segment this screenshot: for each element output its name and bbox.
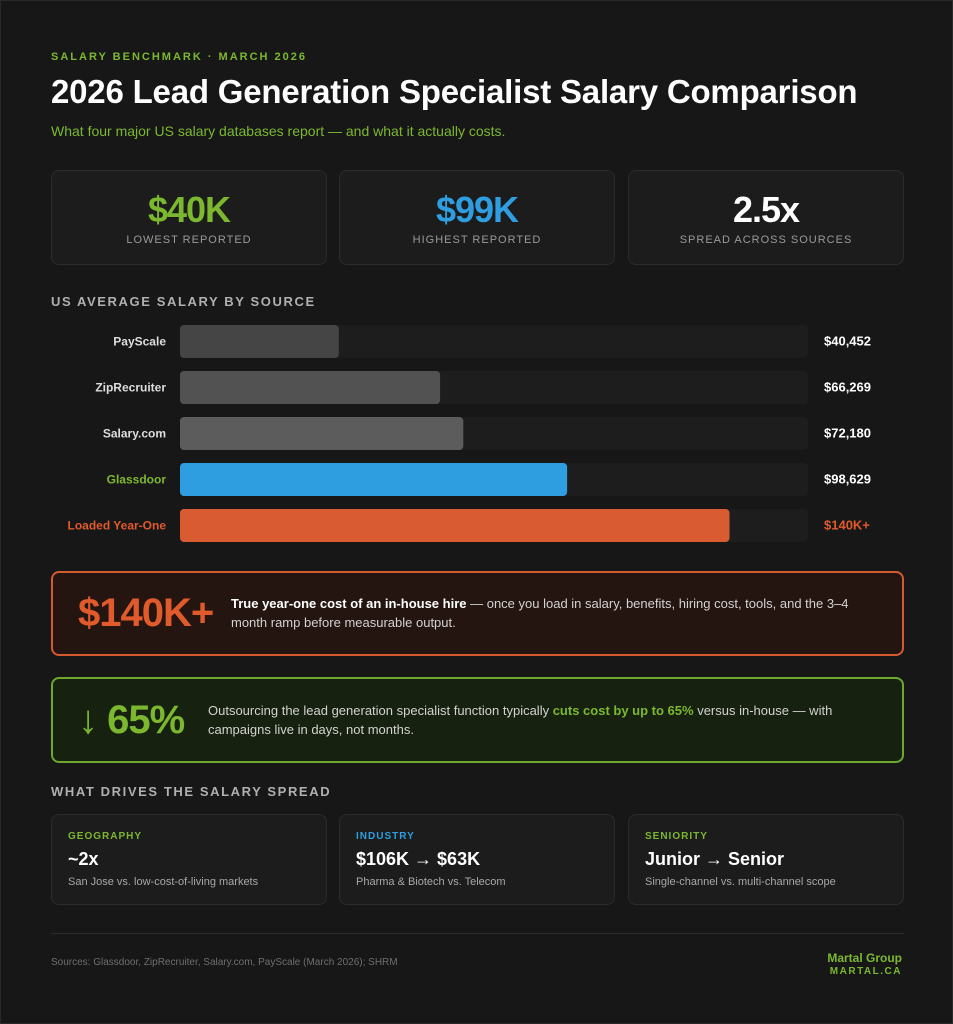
- drivers-section-title: WHAT DRIVES THE SALARY SPREAD: [51, 784, 332, 799]
- driver-description: Single-channel vs. multi-channel scope: [645, 876, 836, 888]
- stat-label: SPREAD ACROSS SOURCES: [679, 234, 853, 246]
- value-label: $66,269: [824, 380, 871, 395]
- stat-value: 2.5x: [732, 189, 800, 230]
- driver-description: San Jose vs. low-cost-of-living markets: [68, 876, 259, 888]
- bar-loaded-year-one: [180, 509, 730, 542]
- bar-payscale: [180, 325, 339, 358]
- category-label: PayScale: [113, 335, 166, 349]
- savings-callout-text: Outsourcing the lead generation speciali…: [208, 701, 883, 739]
- driver-card-seniority: SENIORITY Junior → Senior Single-channel…: [628, 814, 904, 905]
- category-label: Salary.com: [103, 427, 166, 441]
- brand-name: Martal Group: [827, 951, 902, 965]
- savings-callout-post: versus in-house — with campaigns live in…: [208, 703, 833, 737]
- value-label: $140K+: [824, 518, 870, 533]
- driver-cards: GEOGRAPHY ~2x San Jose vs. low-cost-of-l…: [51, 814, 904, 905]
- driver-description: Pharma & Biotech vs. Telecom: [356, 876, 506, 888]
- driver-headline: ~2x: [68, 849, 99, 869]
- sources-note: Sources: Glassdoor, ZipRecruiter, Salary…: [51, 957, 398, 968]
- driver-category: INDUSTRY: [356, 831, 415, 842]
- cost-callout-rest: — once you load in salary, benefits, hir…: [231, 596, 849, 630]
- category-label: ZipRecruiter: [95, 381, 166, 395]
- driver-headline: $106K → $63K: [356, 849, 481, 869]
- page-title: 2026 Lead Generation Specialist Salary C…: [51, 73, 858, 110]
- cost-callout-bold: True year-one cost of an in-house hire: [231, 596, 467, 611]
- stat-cards: $40K LOWEST REPORTED $99K HIGHEST REPORT…: [51, 170, 904, 265]
- bar-glassdoor: [180, 463, 568, 496]
- savings-callout-value: ↓ 65%: [78, 698, 185, 742]
- driver-headline: Junior → Senior: [645, 849, 785, 869]
- stat-label: LOWEST REPORTED: [126, 234, 252, 246]
- footer-divider: [51, 933, 904, 934]
- category-label: Glassdoor: [107, 473, 167, 487]
- stat-value: $99K: [435, 189, 519, 230]
- value-label: $40,452: [824, 334, 871, 349]
- driver-card-geography: GEOGRAPHY ~2x San Jose vs. low-cost-of-l…: [51, 814, 327, 905]
- chart-section-title: US AVERAGE SALARY BY SOURCE: [51, 294, 316, 309]
- driver-card-industry: INDUSTRY $106K → $63K Pharma & Biotech v…: [339, 814, 615, 905]
- cost-callout: $140K+ True year-one cost of an in-house…: [51, 571, 904, 656]
- kicker: SALARY BENCHMARK · MARCH 2026: [51, 51, 308, 63]
- brand-site: MARTAL.CA: [829, 966, 902, 977]
- stat-card-spread: 2.5x SPREAD ACROSS SOURCES: [628, 170, 904, 265]
- stat-card-lowest: $40K LOWEST REPORTED: [51, 170, 327, 265]
- subtitle: What four major US salary databases repo…: [51, 123, 506, 139]
- cost-callout-text: True year-one cost of an in-house hire —…: [231, 594, 881, 632]
- cost-callout-value: $140K+: [78, 591, 214, 635]
- bar-ziprecruiter: [180, 371, 441, 404]
- savings-callout: ↓ 65% Outsourcing the lead generation sp…: [51, 677, 904, 763]
- brand: Martal Group MARTAL.CA: [827, 951, 902, 977]
- bar-salary-com: [180, 417, 464, 450]
- savings-callout-highlight: cuts cost by up to 65%: [552, 703, 694, 718]
- stat-value: $40K: [147, 189, 231, 230]
- driver-category: GEOGRAPHY: [68, 831, 143, 842]
- savings-callout-pre: Outsourcing the lead generation speciali…: [208, 703, 553, 718]
- stat-card-highest: $99K HIGHEST REPORTED: [339, 170, 615, 265]
- salary-bar-chart: PayScale $40,452 ZipRecruiter $66,269 Salary…: [68, 325, 871, 542]
- stat-label: HIGHEST REPORTED: [412, 234, 542, 246]
- value-label: $72,180: [824, 426, 871, 441]
- value-label: $98,629: [824, 472, 871, 487]
- category-label: Loaded Year-One: [68, 519, 167, 533]
- driver-category: SENIORITY: [645, 831, 708, 842]
